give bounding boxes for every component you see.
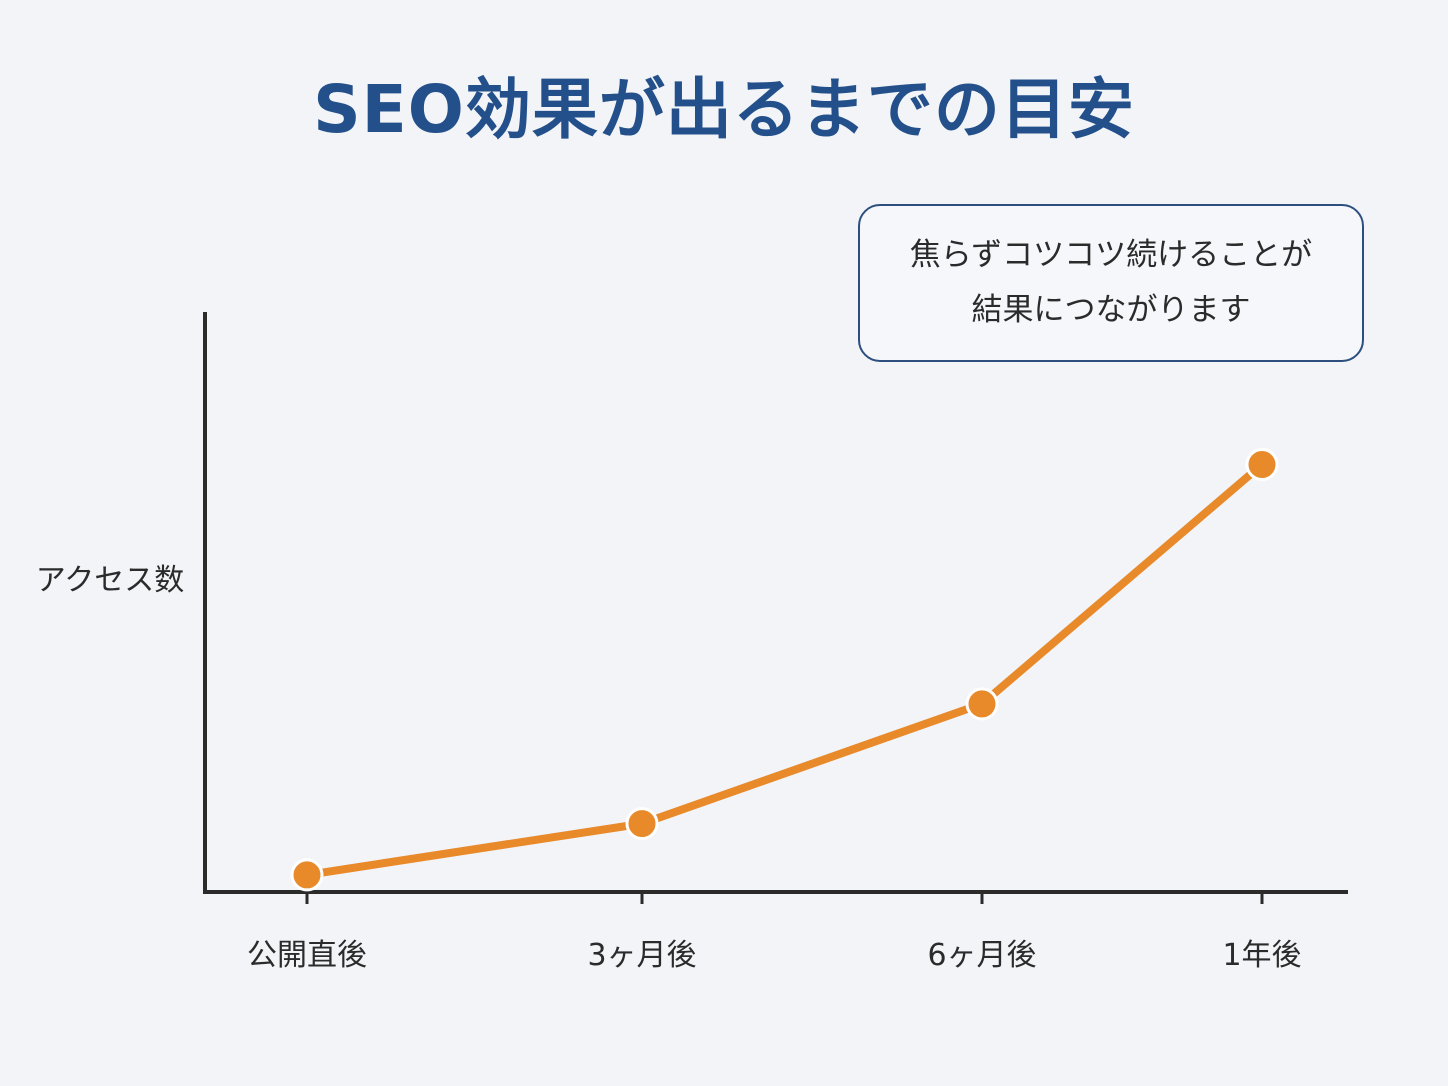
x-tick-label: 公開直後 (247, 938, 367, 973)
annotation-line-2: 結果につながります (971, 292, 1251, 328)
chart-title: SEO効果が出るまでの目安 (313, 71, 1135, 148)
annotation-line-1: 焦らずコツコツ続けることが (909, 237, 1313, 273)
y-axis-label: アクセス数 (36, 563, 185, 598)
data-point (290, 858, 324, 892)
data-point (1245, 448, 1279, 481)
annotation-box: 焦らずコツコツ続けることが 結果につながります (858, 204, 1364, 362)
x-tick-label: 1年後 (1222, 938, 1301, 973)
series-line (303, 460, 1266, 879)
x-tick-label: 3ヶ月後 (587, 938, 696, 973)
x-tick-label: 6ヶ月後 (927, 938, 1036, 973)
data-point (625, 807, 659, 841)
data-point (965, 687, 999, 721)
